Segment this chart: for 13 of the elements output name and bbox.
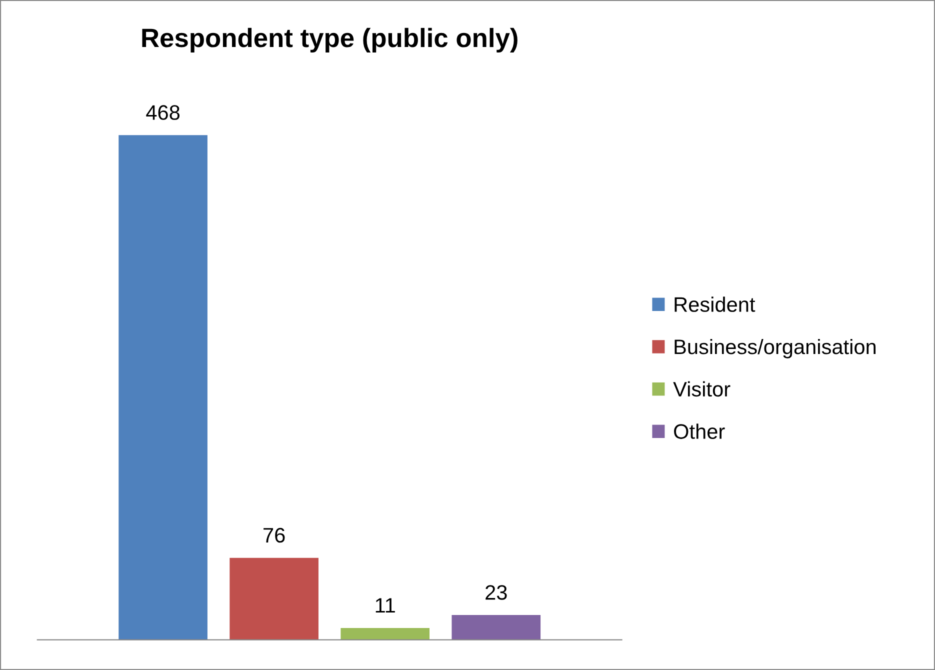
bar	[118, 135, 208, 640]
data-label: 468	[146, 105, 180, 120]
legend-label: Resident	[674, 296, 756, 312]
data-label: 76	[264, 528, 285, 543]
chart-title: Respondent type (public only)	[142, 28, 518, 53]
legend-label: Other	[674, 424, 725, 439]
bar	[340, 628, 430, 640]
bar	[452, 615, 541, 640]
legend-label: Visitor	[673, 381, 730, 397]
data-label: 23	[486, 585, 507, 600]
bar	[230, 558, 318, 640]
data-label: 11	[376, 598, 395, 613]
legend-label: Business/organisation	[674, 338, 876, 358]
